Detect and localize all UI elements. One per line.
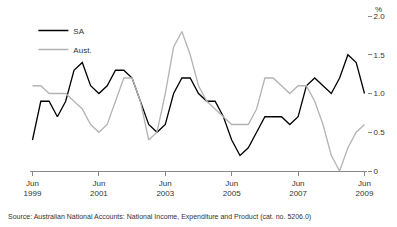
svg-text:%: %: [375, 5, 382, 14]
svg-text:SA: SA: [73, 27, 84, 36]
svg-text:0.5: 0.5: [374, 128, 386, 137]
svg-text:Aust.: Aust.: [73, 46, 91, 55]
svg-text:2.0: 2.0: [374, 12, 386, 21]
svg-text:Jun2009: Jun2009: [356, 179, 374, 198]
svg-text:Jun1999: Jun1999: [24, 179, 42, 198]
svg-text:Jun2003: Jun2003: [156, 179, 174, 198]
svg-text:Source: Australian National Ac: Source: Australian National Accounts: Na…: [8, 213, 311, 221]
svg-text:Jun2001: Jun2001: [90, 179, 108, 198]
svg-text:1.5: 1.5: [374, 51, 386, 60]
svg-text:Jun2005: Jun2005: [223, 179, 241, 198]
svg-text:0: 0: [374, 167, 379, 176]
svg-text:1.0: 1.0: [374, 89, 386, 98]
svg-text:Jun2007: Jun2007: [289, 179, 307, 198]
